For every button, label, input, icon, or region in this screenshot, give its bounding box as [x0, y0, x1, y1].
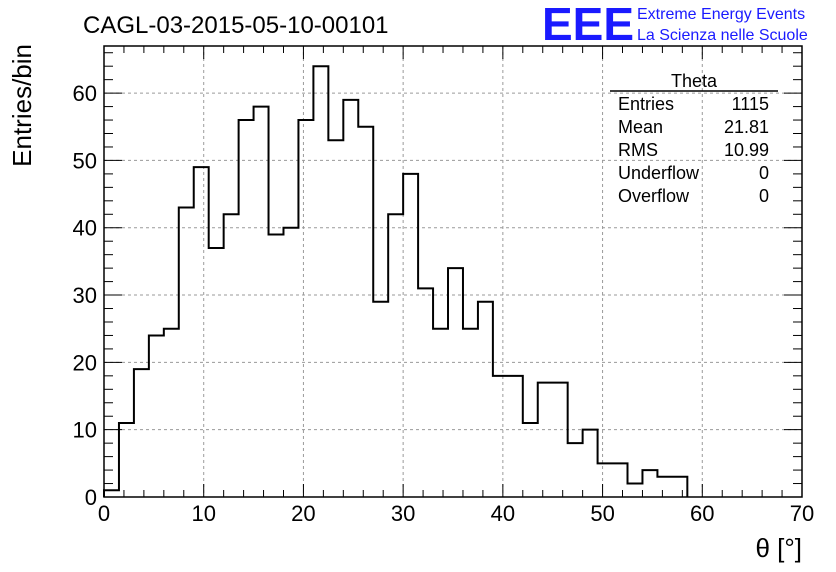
x-tick-label: 20 — [291, 501, 315, 526]
x-tick-label: 60 — [690, 501, 714, 526]
histogram-bin — [358, 127, 373, 497]
stats-row-label: Overflow — [618, 186, 690, 206]
x-tick-label: 10 — [191, 501, 215, 526]
stats-row-label: Underflow — [618, 163, 700, 183]
stats-row-label: RMS — [618, 140, 658, 160]
logo-line-1: Extreme Energy Events — [637, 6, 805, 23]
tick-labels: 0 10 20 30 40 50 60 70 0 10 20 30 40 50 60 — [73, 81, 815, 526]
histogram-bin — [104, 490, 119, 497]
histogram-bin — [239, 120, 254, 497]
axis-ticks — [103, 46, 803, 498]
histogram-bin — [553, 383, 568, 497]
stats-row-label: Mean — [618, 117, 663, 137]
histogram-bin — [598, 463, 613, 497]
eee-logo: EEE Extreme Energy Events La Scienza nel… — [542, 0, 808, 50]
histogram-bin — [523, 423, 538, 497]
histogram-bin — [373, 302, 388, 497]
histogram-bin — [224, 214, 239, 497]
histogram-bin — [478, 302, 493, 497]
histogram-bin — [269, 234, 284, 497]
histogram-bin — [568, 443, 583, 497]
x-tick-label: 30 — [391, 501, 415, 526]
histogram-bin — [164, 329, 179, 497]
stats-row-value: 0 — [759, 186, 769, 206]
stats-row-value: 21.81 — [724, 117, 769, 137]
histogram-bin — [628, 484, 643, 497]
histogram-bin — [463, 329, 478, 497]
y-tick-label: 40 — [73, 216, 97, 241]
histogram-bin — [179, 208, 194, 497]
plot-frame — [103, 45, 803, 498]
histogram-bin — [283, 228, 298, 497]
histogram-bin — [613, 463, 628, 497]
stats-row-value: 1115 — [732, 94, 769, 114]
x-tick-label: 0 — [98, 501, 110, 526]
histogram-bin — [343, 100, 358, 497]
histogram-bin — [209, 248, 224, 497]
histogram-bin — [493, 376, 508, 497]
histogram-bin — [672, 477, 687, 497]
histogram-bin — [254, 107, 269, 497]
stats-row-value: 0 — [759, 163, 769, 183]
logo-mark: EEE — [542, 0, 634, 50]
y-tick-label: 30 — [73, 283, 97, 308]
y-tick-label: 10 — [73, 418, 97, 443]
x-tick-label: 70 — [790, 501, 814, 526]
y-axis-title: Entries/bin — [7, 44, 37, 167]
stats-box-name: Theta — [671, 71, 718, 91]
histogram-bin — [538, 383, 553, 497]
stats-row-label: Entries — [618, 94, 674, 114]
histogram-bin — [448, 268, 463, 497]
stats-row-value: 10.99 — [724, 140, 769, 160]
histogram-bin — [388, 214, 403, 497]
grid — [104, 46, 802, 497]
histogram-bars — [103, 65, 689, 497]
histogram-bin — [194, 167, 209, 497]
histogram-bin — [134, 369, 149, 497]
histogram-bin — [298, 120, 313, 497]
histogram-bin — [313, 66, 328, 497]
histogram-bin — [642, 470, 657, 497]
histogram-bin — [403, 174, 418, 497]
x-axis-title: θ [°] — [755, 533, 802, 563]
y-tick-label: 20 — [73, 350, 97, 375]
histogram-bin — [433, 329, 448, 497]
x-tick-label: 40 — [491, 501, 515, 526]
y-tick-label: 60 — [73, 81, 97, 106]
y-tick-label: 0 — [85, 485, 97, 510]
histogram-bin — [508, 376, 523, 497]
y-tick-label: 50 — [73, 148, 97, 173]
stats-box: Theta Entries 1115 Mean 21.81 RMS 10.99 Underfl… — [610, 71, 778, 206]
histogram-bin — [149, 335, 164, 497]
histogram-bin — [119, 423, 134, 497]
histogram-outline — [103, 65, 689, 497]
chart-title: CAGL-03-2015-05-10-00101 — [83, 12, 389, 39]
histogram-bin — [418, 288, 433, 497]
histogram-bin — [328, 140, 343, 497]
histogram-bin — [657, 477, 672, 497]
logo-line-2: La Scienza nelle Scuole — [637, 27, 808, 44]
x-tick-label: 50 — [590, 501, 614, 526]
histogram-bin — [583, 430, 598, 497]
